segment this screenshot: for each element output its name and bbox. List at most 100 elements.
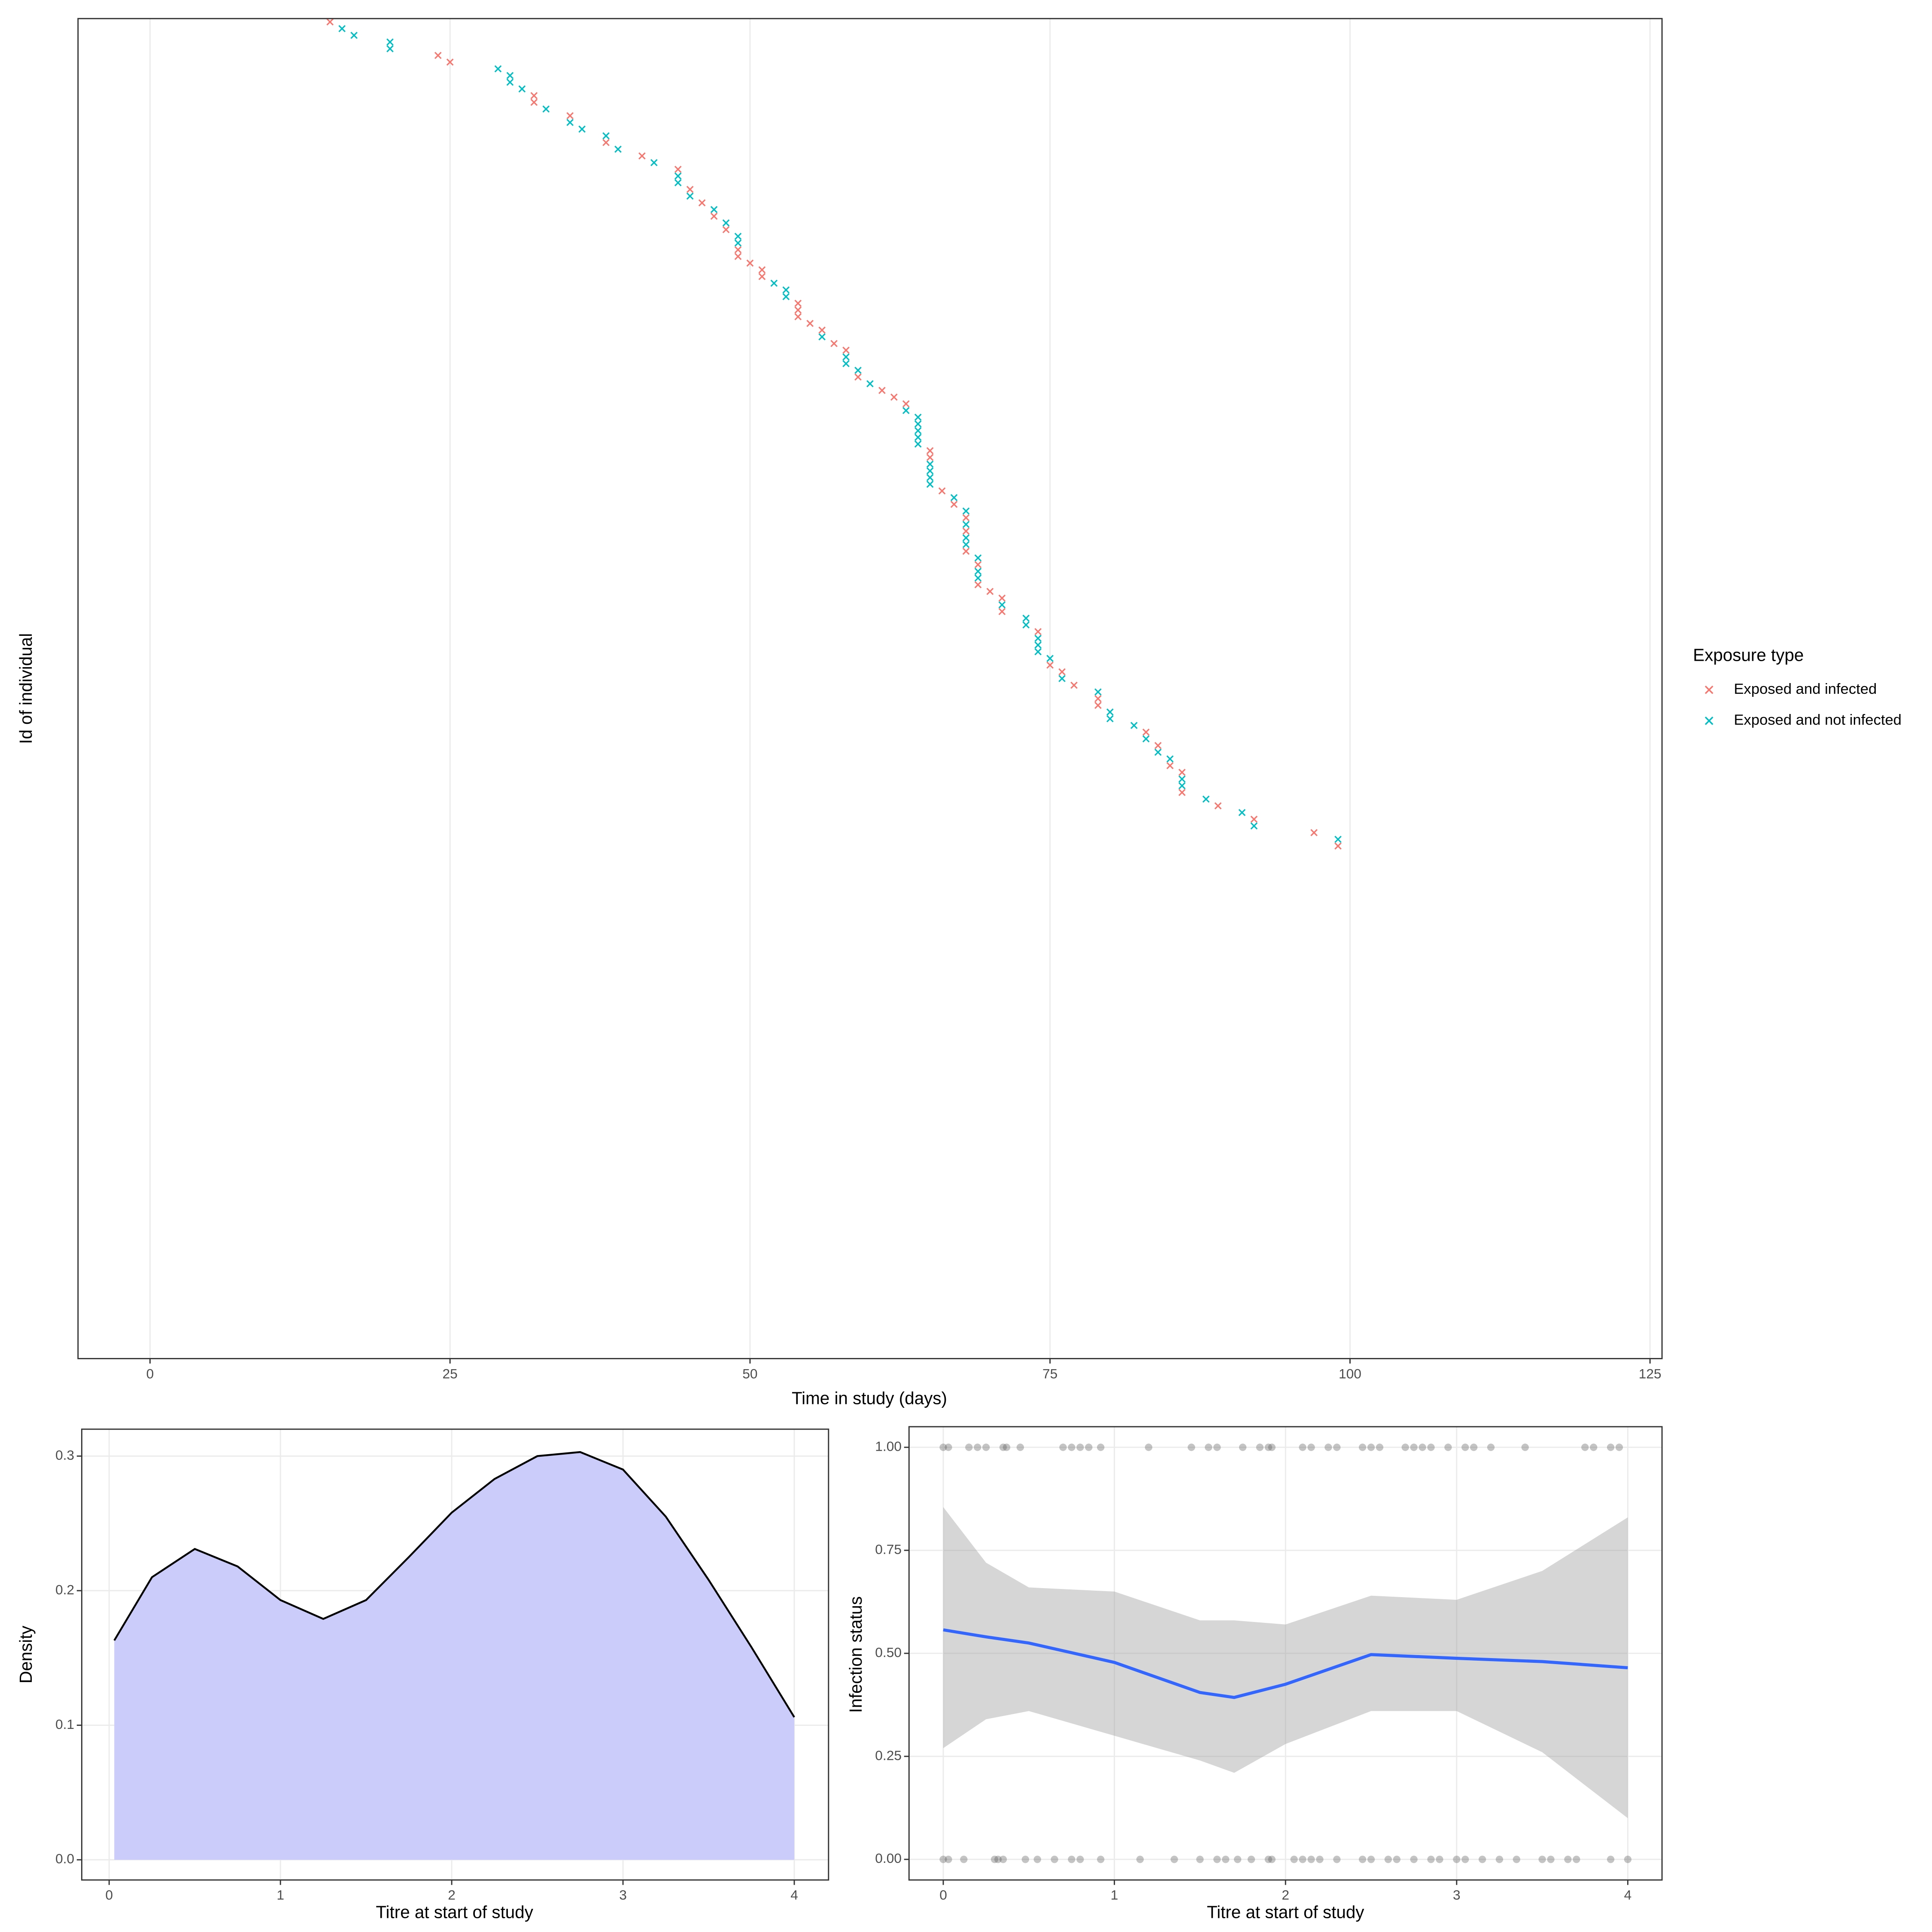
y-tick-label: 0.00 [875,1850,902,1866]
exposure-mark [698,199,706,207]
data-point [1358,1856,1367,1863]
data-point [1427,1443,1435,1451]
data-point [1290,1856,1298,1863]
exposure-mark [1310,829,1318,836]
exposure-mark [1070,681,1078,689]
data-point [999,1856,1007,1863]
exposure-mark [674,166,682,173]
panel-border [77,18,1663,1359]
exposure-mark [782,286,790,294]
exposure-mark [734,239,742,247]
exposure-mark [962,547,970,555]
data-point [1564,1856,1572,1863]
exposure-mark [830,340,838,347]
exposure-mark [1022,621,1030,629]
data-point [1256,1443,1264,1451]
exposure-mark [1034,648,1042,656]
x-tick-label: 50 [742,1366,757,1381]
exposure-mark [974,568,982,575]
exposure-mark [854,373,862,381]
data-point [1307,1856,1315,1863]
data-point [1233,1856,1242,1863]
legend-key [1704,685,1713,694]
exposure-mark [530,99,538,106]
data-point [1264,1856,1273,1863]
exposure-mark [914,434,922,441]
legend-title: Exposure type [1693,645,1804,665]
exposure-mark [1334,835,1342,843]
density-area [114,1452,795,1860]
y-tick-label: 0.0 [55,1851,74,1866]
exposure-mark [1238,809,1246,816]
x-tick-label: 1 [276,1887,284,1903]
data-point [945,1856,952,1863]
data-point [1495,1856,1504,1863]
data-point [1002,1443,1011,1451]
exposure-mark [806,319,814,327]
exposure-mark [542,105,550,113]
data-point [1470,1443,1478,1451]
exposure-mark [962,534,970,542]
exposure-mark [926,467,934,474]
data-point [1068,1443,1075,1451]
data-point [982,1443,990,1451]
data-point [1247,1856,1255,1863]
exposure-mark [674,179,682,186]
data-point [1461,1443,1469,1451]
exposure-mark [494,65,502,73]
exposure-mark [998,601,1006,609]
exposure-mark [686,185,694,193]
y-tick-label: 0.2 [55,1582,74,1597]
exposure-mark [902,407,910,414]
exposure-mark [386,38,394,46]
exposure-mark [1250,815,1258,823]
data-point [939,1443,947,1451]
exposure-mark [914,413,922,421]
exposure-mark [926,447,934,455]
data-point [1427,1856,1435,1863]
exposure-mark [566,112,574,119]
exposure-mark [926,454,934,461]
y-tick-label: 0.50 [875,1644,902,1660]
exposure-mark [722,226,730,234]
exposure-mark [1166,755,1174,763]
data-point [960,1856,968,1863]
data-point [1401,1443,1409,1451]
data-point [1213,1443,1221,1451]
data-point [1299,1856,1306,1863]
data-point [1615,1443,1623,1451]
exposure-mark [1142,735,1150,743]
exposure-mark [1154,742,1162,749]
data-point [1268,1856,1276,1863]
y-tick-label: 0.75 [875,1541,902,1557]
exposure-mark [602,132,610,140]
data-point [1188,1443,1195,1451]
density-line [113,1451,795,1718]
exposure-mark [566,118,574,126]
exposure-mark [722,219,730,227]
data-point [1097,1856,1105,1863]
exposure-mark [794,313,802,321]
exposure-mark [794,300,802,307]
data-point [1478,1856,1486,1863]
exposure-mark [650,159,658,167]
data-point [1059,1443,1067,1451]
data-point [1521,1443,1529,1451]
x-tick-label: 0 [939,1887,947,1903]
data-point [1097,1443,1105,1451]
exposure-mark [758,273,766,280]
legend-label: Exposed and not infected [1734,712,1902,728]
data-point [1547,1856,1555,1863]
exposure-mark [686,192,694,200]
data-point [1333,1443,1341,1451]
x-tick-label: 2 [448,1887,456,1903]
y-axis-title: Density [16,1625,36,1683]
data-point [1145,1443,1153,1451]
exposure-mark [578,125,586,133]
exposure-mark [434,52,442,59]
data-point [1239,1443,1247,1451]
exposure-mark [962,521,970,528]
y-axis-title: Infection status [846,1596,866,1713]
data-point [1333,1856,1341,1863]
data-point [1324,1443,1332,1451]
